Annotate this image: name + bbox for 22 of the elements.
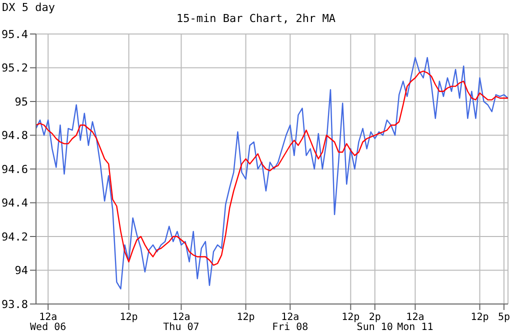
- y-tick-label: 94.4: [2, 196, 28, 210]
- x-tick-label: 12a Thu 07: [163, 312, 200, 333]
- x-tick-label: 5p: [498, 312, 510, 323]
- y-tick-label: 94.2: [2, 230, 28, 244]
- line-series: [36, 70, 508, 266]
- x-tick-label: 12p: [120, 312, 138, 323]
- chart-subtitle: DX 5 day: [2, 1, 55, 14]
- chart-title: 15-min Bar Chart, 2hr MA: [176, 12, 336, 25]
- line-series: [36, 57, 508, 290]
- x-tick-label: 12a Mon 11: [397, 312, 434, 333]
- y-tick-label: 94.8: [2, 129, 28, 142]
- x-tick-label: 12p: [342, 312, 360, 323]
- x-tick-label: 12p: [470, 312, 489, 323]
- y-tick-label: 93.8: [2, 298, 28, 311]
- y-tick-label: 94: [14, 264, 28, 278]
- x-tick-label: 12p: [236, 312, 255, 323]
- y-tick-label: 95.4: [2, 28, 28, 41]
- y-tick-label: 94.6: [2, 162, 28, 176]
- y-tick-label: 95: [14, 95, 28, 108]
- y-tick-label: 95.2: [2, 62, 28, 75]
- x-tick-label: 12a Fri 08: [272, 312, 308, 333]
- x-tick-label: 12a Wed 06: [30, 312, 66, 333]
